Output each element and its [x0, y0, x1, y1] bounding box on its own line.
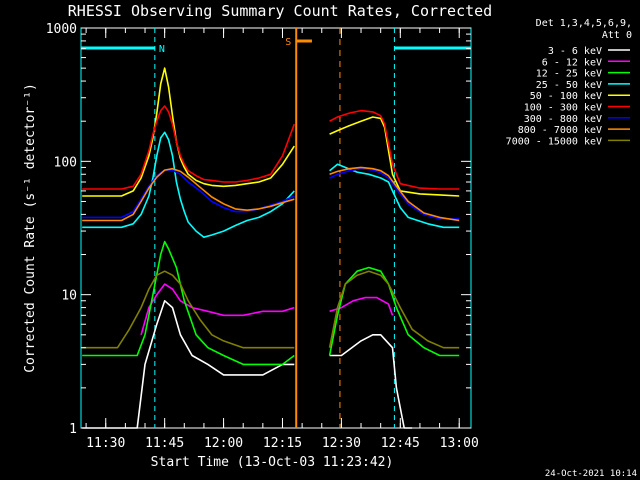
y-tick-label: 1000: [46, 22, 77, 37]
series-line-4: [329, 116, 460, 197]
x-tick-label: 12:30: [322, 436, 361, 451]
x-tick-label: 12:15: [263, 436, 302, 451]
series-line-0: [329, 333, 413, 429]
x-axis-label: Start Time (13-Oct-03 11:23:42): [151, 455, 394, 470]
band-label: S: [285, 37, 291, 48]
generated-timestamp: 24-Oct-2021 10:14: [545, 469, 637, 479]
series-line-8: [82, 270, 295, 349]
series-line-3: [329, 163, 460, 229]
series-line-1: [329, 296, 394, 316]
series-line-7: [82, 167, 295, 222]
y-axis-label: Corrected Count Rate (s⁻¹ detector⁻¹): [23, 83, 38, 373]
x-tick-label: 11:45: [145, 436, 184, 451]
x-tick-label: 13:00: [440, 436, 479, 451]
series-line-2: [82, 240, 295, 366]
legend-entry-label: 25 - 50 keV: [536, 80, 602, 91]
x-tick-label: 11:30: [86, 436, 125, 451]
y-tick-label: 10: [61, 289, 77, 304]
series-line-0: [82, 299, 295, 429]
chart-title: RHESSI Observing Summary Count Rates, Co…: [68, 2, 492, 20]
series-line-1: [140, 283, 295, 336]
legend-entry-label: 12 - 25 keV: [536, 69, 602, 80]
series-line-7: [329, 166, 460, 222]
legend-entry-label: 50 - 100 keV: [530, 91, 602, 102]
series-line-4: [82, 67, 295, 197]
legend-entry-label: 800 - 7000 keV: [518, 125, 602, 136]
legend-entry-label: 7000 - 15000 keV: [506, 136, 602, 147]
legend-entry-label: 300 - 800 keV: [524, 114, 602, 125]
y-tick-label: 1: [69, 422, 77, 437]
series-line-8: [328, 270, 460, 349]
legend-title-line: Att 0: [602, 30, 632, 41]
x-tick-label: 12:00: [204, 436, 243, 451]
x-tick-label: 12:45: [381, 436, 420, 451]
time-bands: NS: [80, 28, 472, 428]
legend-entry-label: 100 - 300 keV: [524, 103, 602, 114]
series-line-3: [82, 131, 295, 238]
series-line-5: [329, 109, 460, 190]
band-label: N: [159, 44, 165, 55]
y-tick-label: 100: [54, 155, 77, 170]
legend-title-line: Det 1,3,4,5,6,9,: [536, 18, 632, 29]
series-line-5: [82, 105, 296, 190]
axis-ticks: 1 10 100 1000 11:30 11:45 12:00 12:15 12:30 12:45…: [46, 22, 479, 451]
legend-entry-label: 6 - 12 keV: [542, 57, 602, 68]
series-line-6: [329, 167, 460, 220]
data-series: [82, 67, 460, 429]
legend-entry-label: 3 - 6 keV: [548, 46, 602, 57]
